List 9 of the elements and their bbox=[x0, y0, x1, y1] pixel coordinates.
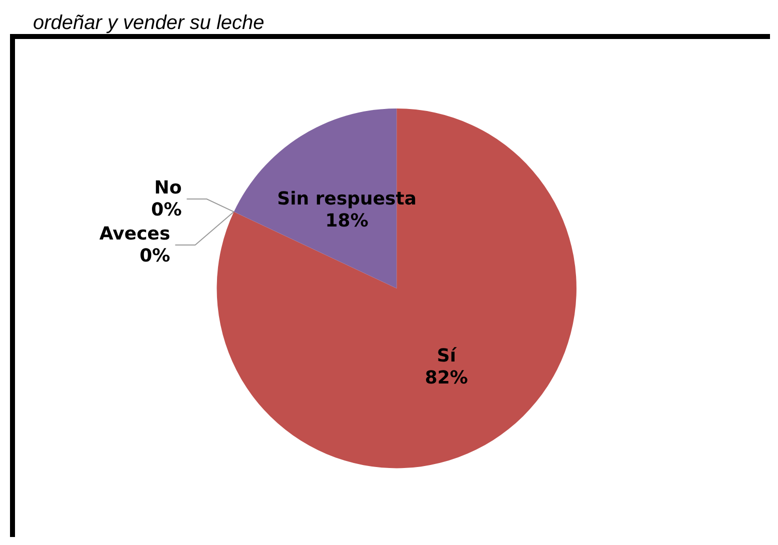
category-label: No bbox=[154, 178, 182, 199]
text: 0% bbox=[140, 246, 170, 267]
slice-label: Sin respuesta bbox=[277, 188, 417, 210]
text: 0% bbox=[151, 200, 182, 221]
data-label: 18% bbox=[325, 210, 368, 232]
legend-label: Aveces bbox=[99, 224, 170, 245]
slice-label: Sí bbox=[436, 345, 457, 366]
data-label: 82% bbox=[424, 367, 468, 388]
chart-title: ordeñar y vender su leche bbox=[33, 12, 264, 34]
